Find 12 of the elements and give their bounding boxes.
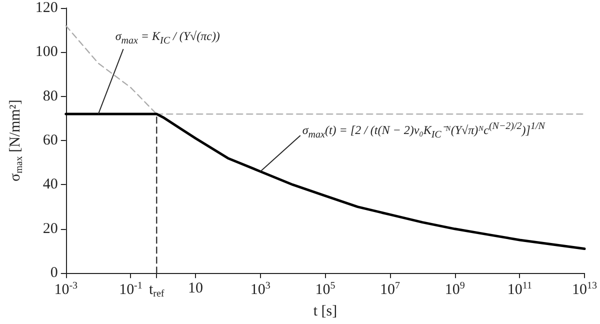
y-tick-label: 60	[42, 132, 58, 149]
y-tick-label: 0	[50, 265, 58, 282]
y-tick-label: 20	[42, 220, 58, 237]
y-tick-label: 40	[42, 176, 58, 193]
annotation: σ$_{max}$ = K$_{IC}$ / (Y√(πc))	[115, 29, 220, 46]
y-tick-label: 80	[42, 88, 58, 104]
y-tick-label: 100	[35, 44, 58, 60]
x-tick-label: 10	[188, 280, 204, 297]
annotation: σ$_{max}$(t) = [2 / (t(N − 2)v₀K$_{IC}$⁻ᴺ(Y√π)ᴺc$^{(N−2)/2}$)]$^{1/N}$	[302, 121, 545, 141]
x-axis-title: t [s]	[313, 304, 338, 320]
y-axis-title: σmax [N/mm²]	[8, 100, 25, 182]
y-tick-label: 120	[35, 0, 58, 16]
